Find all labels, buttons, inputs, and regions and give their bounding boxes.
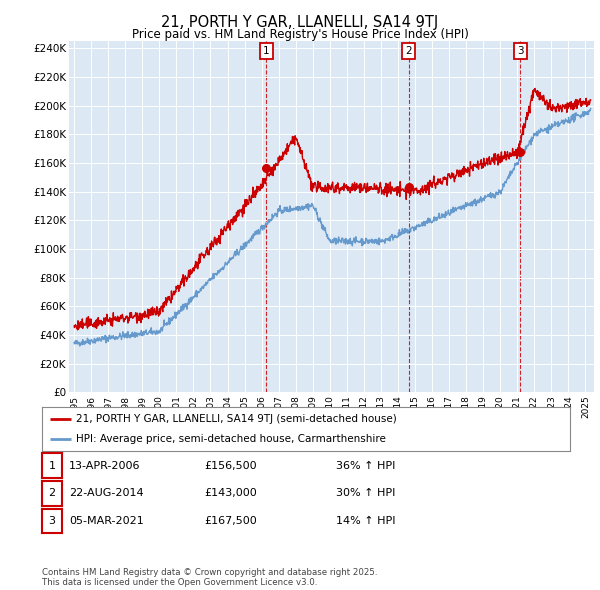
Text: 21, PORTH Y GAR, LLANELLI, SA14 9TJ: 21, PORTH Y GAR, LLANELLI, SA14 9TJ <box>161 15 439 30</box>
Text: 1: 1 <box>49 461 55 470</box>
Text: HPI: Average price, semi-detached house, Carmarthenshire: HPI: Average price, semi-detached house,… <box>76 434 386 444</box>
Text: £143,000: £143,000 <box>204 489 257 498</box>
Text: 1: 1 <box>263 47 269 56</box>
Text: 14% ↑ HPI: 14% ↑ HPI <box>336 516 395 526</box>
Text: 3: 3 <box>517 47 524 56</box>
Text: 36% ↑ HPI: 36% ↑ HPI <box>336 461 395 470</box>
Text: 05-MAR-2021: 05-MAR-2021 <box>69 516 144 526</box>
Text: 22-AUG-2014: 22-AUG-2014 <box>69 489 143 498</box>
Text: 21, PORTH Y GAR, LLANELLI, SA14 9TJ (semi-detached house): 21, PORTH Y GAR, LLANELLI, SA14 9TJ (sem… <box>76 414 397 424</box>
Text: £167,500: £167,500 <box>204 516 257 526</box>
Text: 2: 2 <box>406 47 412 56</box>
Text: £156,500: £156,500 <box>204 461 257 470</box>
Text: Contains HM Land Registry data © Crown copyright and database right 2025.
This d: Contains HM Land Registry data © Crown c… <box>42 568 377 587</box>
Text: 2: 2 <box>49 489 55 498</box>
Text: 30% ↑ HPI: 30% ↑ HPI <box>336 489 395 498</box>
Text: 3: 3 <box>49 516 55 526</box>
Text: Price paid vs. HM Land Registry's House Price Index (HPI): Price paid vs. HM Land Registry's House … <box>131 28 469 41</box>
Text: 13-APR-2006: 13-APR-2006 <box>69 461 140 470</box>
